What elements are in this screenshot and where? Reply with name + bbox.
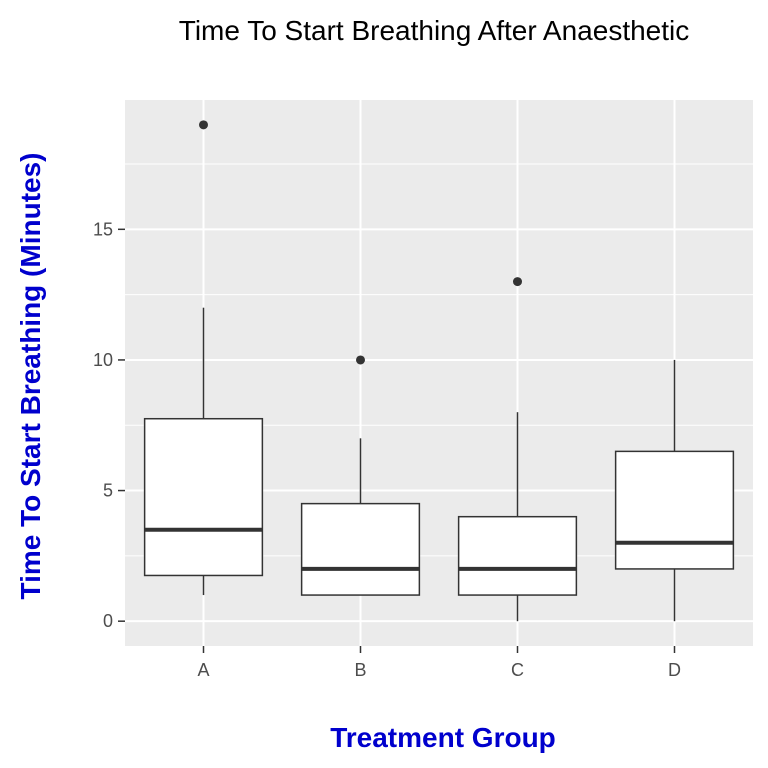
y-tick-label: 0: [103, 611, 113, 631]
box-iqr: [457, 515, 578, 596]
box-iqr: [300, 502, 421, 596]
box-A: [143, 120, 264, 596]
x-axis: A B C D: [197, 646, 681, 680]
outlier-point: [513, 277, 522, 287]
box-series: [143, 120, 735, 622]
y-tick-label: 10: [93, 350, 113, 370]
x-tick-label: B: [354, 660, 366, 680]
box-iqr: [143, 417, 264, 577]
x-tick-label: D: [668, 660, 681, 680]
box-C: [457, 277, 578, 622]
y-axis-title: Time To Start Breathing (Minutes): [15, 153, 46, 600]
y-axis: 0 5 10 15: [93, 219, 125, 631]
outlier-point: [356, 355, 365, 365]
x-tick-label: A: [197, 660, 209, 680]
box-B: [300, 355, 421, 596]
x-axis-title: Treatment Group: [330, 722, 556, 753]
outlier-point: [199, 120, 208, 130]
chart-title: Time To Start Breathing After Anaestheti…: [179, 15, 690, 46]
box-D: [614, 359, 735, 622]
y-tick-label: 15: [93, 219, 113, 239]
x-tick-label: C: [511, 660, 524, 680]
box-iqr: [614, 450, 735, 570]
y-tick-label: 5: [103, 481, 113, 501]
